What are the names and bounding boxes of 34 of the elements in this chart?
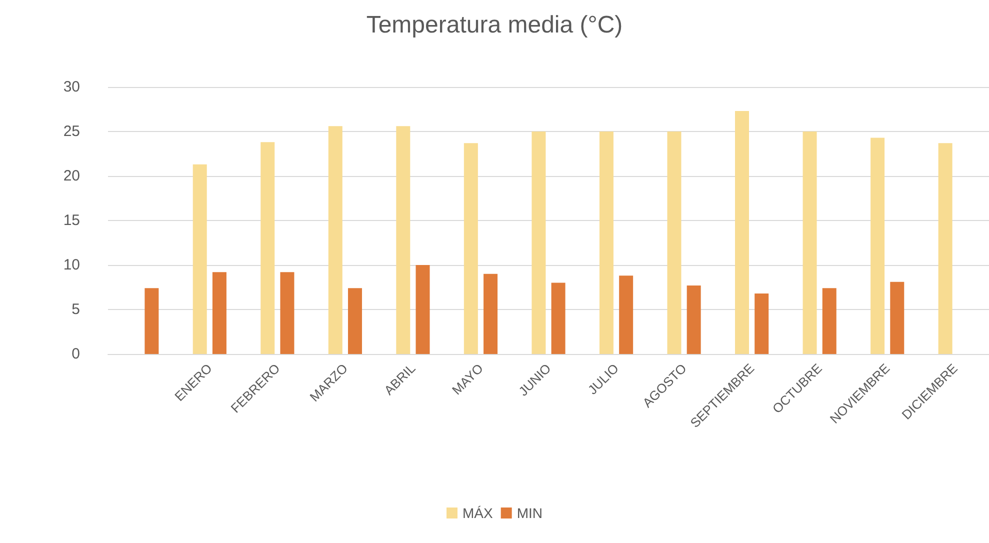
legend-label: MÁX bbox=[462, 505, 494, 521]
y-tick-label: 15 bbox=[63, 212, 80, 229]
bar bbox=[280, 272, 294, 354]
bar bbox=[686, 285, 701, 354]
bar bbox=[416, 265, 430, 354]
bar bbox=[667, 132, 682, 354]
bar bbox=[212, 272, 226, 354]
bar bbox=[802, 132, 817, 354]
bar bbox=[870, 138, 885, 354]
bar bbox=[619, 276, 634, 354]
y-tick-label: 30 bbox=[63, 78, 80, 96]
bar bbox=[890, 282, 904, 354]
bar bbox=[532, 132, 546, 354]
bar bbox=[328, 126, 342, 354]
bar bbox=[938, 143, 952, 354]
bar bbox=[260, 142, 275, 354]
bar bbox=[396, 126, 410, 354]
y-tick-label: 0 bbox=[72, 346, 80, 362]
bar bbox=[484, 274, 498, 354]
bar bbox=[464, 143, 478, 354]
y-tick-label: 20 bbox=[63, 168, 80, 184]
bar bbox=[144, 288, 159, 354]
chart-title: Temperatura media (°C) bbox=[366, 12, 623, 38]
bar bbox=[822, 288, 836, 354]
bar bbox=[754, 293, 769, 354]
bar bbox=[348, 288, 362, 354]
bar bbox=[192, 164, 207, 354]
y-tick-label: 5 bbox=[72, 301, 80, 318]
y-tick-label: 25 bbox=[63, 123, 80, 140]
legend-label: MIN bbox=[516, 505, 543, 521]
bar bbox=[599, 132, 614, 354]
bar bbox=[551, 282, 566, 354]
bar bbox=[735, 111, 750, 354]
y-tick-label: 10 bbox=[63, 256, 80, 274]
